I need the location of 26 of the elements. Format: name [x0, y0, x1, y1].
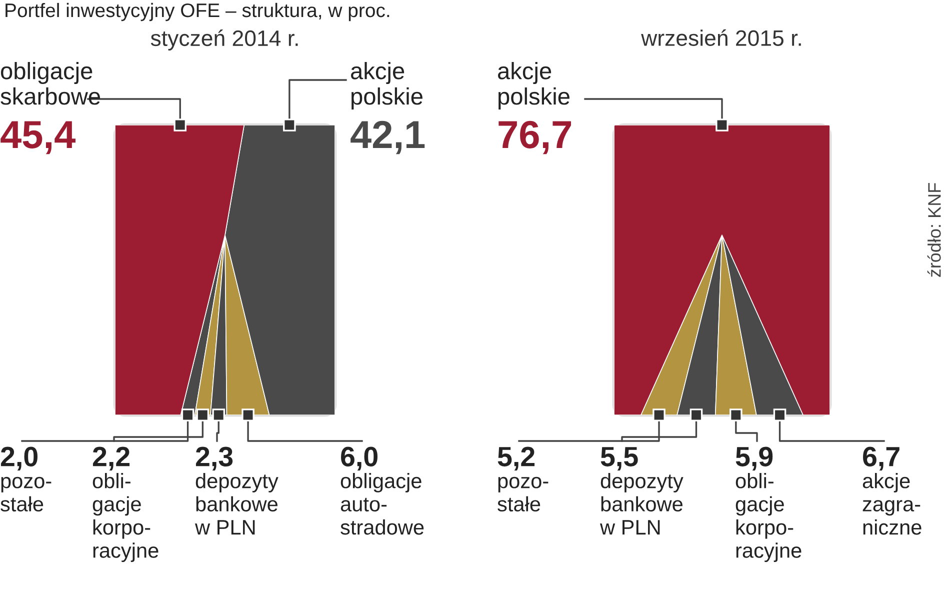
text: wrzesień 2015 r.: [641, 29, 801, 46]
data-label: 2,0: [0, 446, 38, 470]
data-label: 6,0: [341, 446, 378, 470]
category-label: akcje polskie: [351, 62, 422, 110]
category-label: depozyty bankowe w PLN: [600, 473, 684, 534]
category-label: obli- gacje korpo- racyjne: [92, 473, 158, 562]
category-label: depozyty bankowe w PLN: [194, 473, 278, 534]
text: Portfel inwestycyjny OFE – struktura, w proc.: [6, 2, 390, 22]
data-label: 76,7: [498, 120, 571, 154]
data-label: 6,7: [863, 446, 900, 470]
category-label: obligacje skarbowe: [0, 62, 100, 105]
category-label: akcje polskie: [498, 62, 570, 110]
category-label: obli- gacje korpo- racyjne: [736, 473, 802, 562]
category-label: obligacje auto- stradowe: [340, 473, 424, 535]
category-label: akcje zagra- niczne: [862, 473, 922, 535]
text: źródło: KNF: [927, 183, 941, 277]
data-label: 2,2: [92, 446, 130, 470]
data-label: 5,5: [600, 447, 638, 470]
data-label: 5,2: [498, 446, 534, 470]
category-label: pozo- stałe: [498, 476, 548, 512]
data-label: 42,1: [350, 120, 425, 154]
category-label: pozo- stałe: [0, 476, 52, 512]
data-label: 45,4: [0, 121, 76, 154]
data-label: 2,3: [196, 446, 233, 470]
text: styczeń 2014 r.: [150, 30, 298, 50]
data-label: 5,9: [736, 446, 773, 470]
